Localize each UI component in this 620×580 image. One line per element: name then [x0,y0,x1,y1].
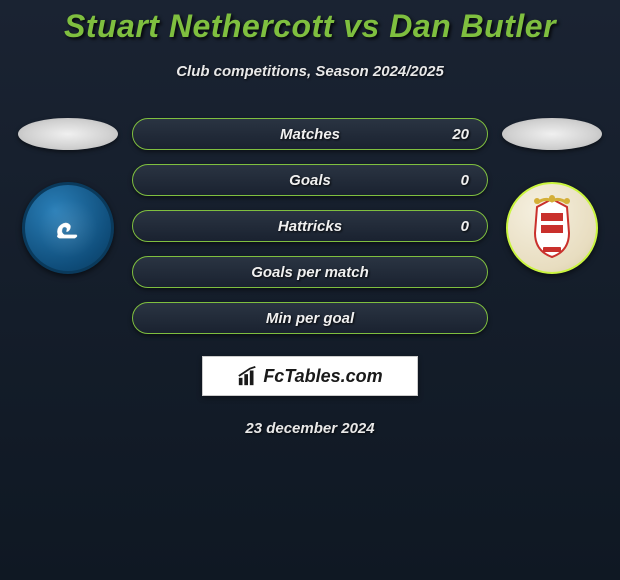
chart-icon [237,365,259,387]
stat-label: Min per goal [266,310,354,327]
left-club-badge [22,182,114,274]
stat-row-min-per-goal: Min per goal [132,302,488,334]
stat-row-goals-per-match: Goals per match [132,256,488,288]
swan-icon [51,211,85,245]
stat-row-matches: Matches 20 [132,118,488,150]
stat-row-hattricks: Hattricks 0 [132,210,488,242]
stats-column: Matches 20 Goals 0 Hattricks 0 Goals per… [128,118,492,334]
stat-label: Goals per match [251,264,369,281]
badge-inner-ring [38,198,98,258]
left-player-placeholder [18,118,118,150]
stat-value-right: 20 [452,126,469,143]
brand-watermark[interactable]: FcTables.com [202,356,418,396]
brand-label: FcTables.com [263,366,382,387]
stat-label: Hattricks [278,218,342,235]
right-club-badge [506,182,598,274]
stat-row-goals: Goals 0 [132,164,488,196]
comparison-body: Matches 20 Goals 0 Hattricks 0 Goals per… [0,118,620,334]
stat-label: Matches [280,126,340,143]
right-player-column [492,118,612,274]
stat-value-right: 0 [461,218,469,235]
stat-value-right: 0 [461,172,469,189]
stat-label: Goals [289,172,331,189]
date-label: 23 december 2024 [0,420,620,437]
left-player-column [8,118,128,274]
crest-icon [517,193,587,263]
comparison-card: Stuart Nethercott vs Dan Butler Club com… [0,0,620,437]
subtitle: Club competitions, Season 2024/2025 [0,63,620,80]
right-player-placeholder [502,118,602,150]
page-title: Stuart Nethercott vs Dan Butler [0,8,620,45]
